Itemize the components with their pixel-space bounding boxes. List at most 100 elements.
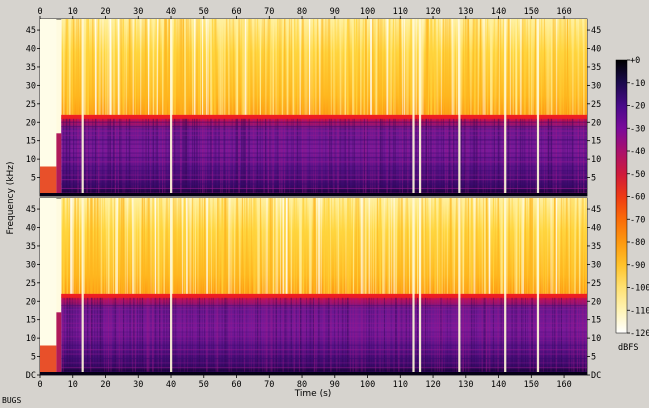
spectral-streak xyxy=(473,198,476,294)
y-tick-label-left: 25 xyxy=(26,100,36,110)
spectral-streak xyxy=(211,19,214,115)
spectral-streak xyxy=(562,117,564,196)
spectral-streak xyxy=(120,117,122,196)
spectral-streak xyxy=(445,19,447,115)
spectral-streak xyxy=(362,19,365,115)
spectral-streak xyxy=(105,296,107,375)
spectral-streak xyxy=(547,198,549,294)
spectral-streak xyxy=(124,296,126,375)
spectral-streak xyxy=(286,19,289,115)
spectral-streak xyxy=(252,117,255,196)
spectral-streak xyxy=(288,117,290,196)
spectral-streak xyxy=(325,198,327,294)
spectral-streak xyxy=(476,296,478,375)
spectral-streak xyxy=(438,117,439,196)
spectral-streak xyxy=(215,296,217,375)
spectral-streak xyxy=(83,117,86,196)
spectral-streak xyxy=(308,117,311,196)
spectral-streak xyxy=(576,198,579,294)
spectral-streak xyxy=(293,198,296,294)
spectral-streak xyxy=(453,198,455,294)
spectral-streak xyxy=(256,117,258,196)
spectral-streak xyxy=(206,296,208,375)
spectral-streak xyxy=(473,19,476,115)
x-tick-label-bottom: 140 xyxy=(491,380,506,390)
quiet-segment xyxy=(40,19,57,196)
spectral-streak xyxy=(246,19,248,115)
spectral-streak xyxy=(428,19,430,115)
spectral-streak xyxy=(560,19,562,115)
spectral-streak xyxy=(410,19,412,115)
spectral-streak xyxy=(254,117,256,196)
y-tick-label-left: 30 xyxy=(26,81,36,91)
spectral-streak xyxy=(515,117,517,196)
spectral-streak xyxy=(193,198,194,294)
spectral-streak xyxy=(282,198,285,294)
spectral-streak xyxy=(184,19,187,115)
spectral-streak xyxy=(290,117,292,196)
spectral-streak xyxy=(445,117,447,196)
dropout-line xyxy=(504,198,507,372)
dropout-line xyxy=(536,19,540,193)
spectral-streak xyxy=(401,19,404,115)
spectral-streak xyxy=(511,198,513,294)
spectral-streak xyxy=(306,117,308,196)
spectral-streak xyxy=(526,19,528,115)
spectral-streak xyxy=(333,296,336,375)
spectral-streak xyxy=(171,296,173,375)
spectral-streak xyxy=(157,198,160,294)
spectral-streak xyxy=(411,296,413,375)
spectral-streak xyxy=(256,198,259,294)
spectral-streak xyxy=(508,198,510,294)
spectral-streak xyxy=(92,19,94,115)
y-tick-label-right: 40 xyxy=(591,45,601,55)
spectral-streak xyxy=(544,296,547,375)
spectral-streak xyxy=(514,296,516,375)
spectral-streak xyxy=(205,117,207,196)
spectral-streak xyxy=(117,117,119,196)
spectral-streak xyxy=(180,117,182,196)
spectral-streak xyxy=(261,19,263,115)
spectral-streak xyxy=(584,117,586,196)
spectral-streak xyxy=(150,296,152,375)
spectral-streak xyxy=(74,296,76,375)
spectral-streak xyxy=(494,296,496,375)
dropout-line xyxy=(412,19,415,193)
spectral-streak xyxy=(490,19,492,115)
band-texture xyxy=(61,187,587,189)
spectral-streak xyxy=(352,19,355,115)
spectral-streak xyxy=(558,19,561,115)
spectral-streak xyxy=(150,117,152,196)
spectral-streak xyxy=(312,296,315,375)
x-tick-label-top: 120 xyxy=(425,7,440,17)
spectral-streak xyxy=(178,296,180,375)
band-texture xyxy=(61,335,587,338)
spectral-streak xyxy=(258,198,261,294)
spectral-streak xyxy=(357,198,359,294)
spectral-streak xyxy=(163,296,165,375)
spectral-streak xyxy=(487,19,489,115)
spectral-streak xyxy=(327,198,330,294)
spectral-streak xyxy=(353,198,355,294)
spectral-streak xyxy=(105,19,107,115)
spectral-streak xyxy=(253,296,255,375)
spectral-streak xyxy=(467,19,470,115)
spectral-streak xyxy=(236,198,238,294)
spectral-streak xyxy=(104,198,105,294)
spectral-streak xyxy=(527,198,528,294)
spectral-streak xyxy=(163,198,165,294)
spectral-streak xyxy=(178,19,180,115)
spectral-streak xyxy=(118,198,120,294)
band-texture xyxy=(61,143,587,145)
spectral-streak xyxy=(267,117,270,196)
spectral-streak xyxy=(168,198,171,294)
x-tick-label-bottom: 0 xyxy=(37,380,42,390)
spectral-streak xyxy=(516,296,518,375)
spectral-streak xyxy=(336,296,338,375)
x-tick-label-top: 10 xyxy=(68,7,78,17)
spectral-streak xyxy=(90,19,92,115)
spectral-streak xyxy=(395,296,397,375)
spectral-streak xyxy=(503,117,505,196)
spectral-streak xyxy=(220,19,222,115)
spectral-streak xyxy=(449,198,452,294)
